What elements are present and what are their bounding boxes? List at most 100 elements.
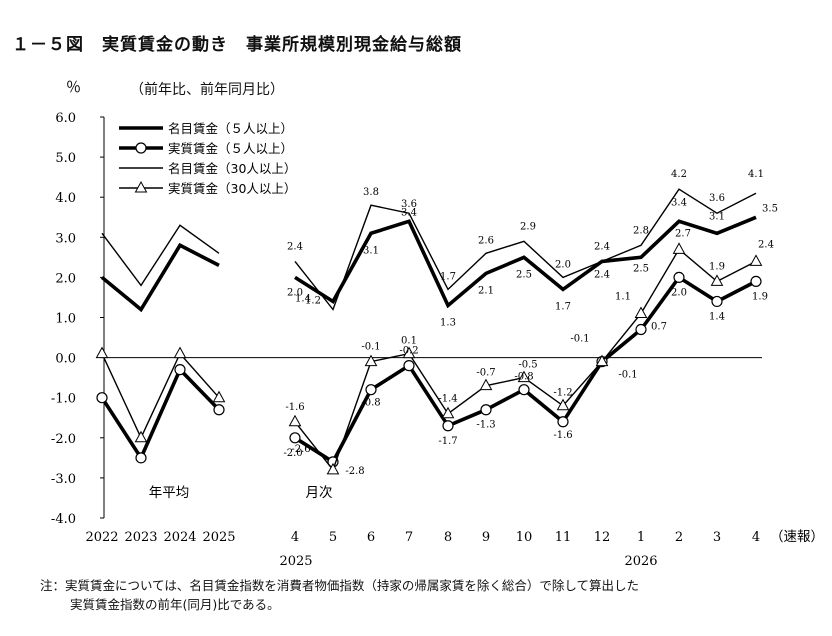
data-label: 1.4 (709, 311, 725, 322)
data-label: -0.5 (518, 360, 537, 371)
legend-marker (134, 180, 148, 193)
data-label: 2.0 (555, 259, 571, 270)
x-tick-label: 2023 (124, 530, 157, 545)
data-label: 3.6 (401, 199, 417, 210)
data-label: 2.1 (478, 285, 494, 296)
data-label: 2.8 (633, 225, 649, 236)
data-point (288, 414, 302, 427)
data-point (556, 398, 570, 411)
data-label: 4.1 (748, 169, 764, 180)
group-label: 年平均 (149, 485, 190, 501)
data-point (673, 271, 685, 283)
y-tick-label: 3.0 (55, 231, 76, 246)
data-label: -1.7 (438, 436, 457, 447)
data-label: -1.6 (285, 402, 304, 413)
data-label: 2.0 (671, 287, 687, 298)
data-point (212, 390, 226, 403)
series-line-annual (100, 242, 220, 313)
y-tick-label: 2.0 (55, 271, 76, 286)
x-tick-label: 2024 (163, 530, 196, 545)
x-tick-label: 3 (713, 530, 721, 545)
data-point (96, 392, 108, 404)
data-label: 0.7 (651, 322, 667, 333)
data-point (750, 275, 762, 288)
legend-label: 名目賃金（30人以上） (168, 161, 296, 176)
data-label: 1.4 (295, 293, 311, 304)
x-tick-label: 9 (482, 530, 490, 545)
data-label: 2.4 (287, 241, 303, 252)
data-label: 1.9 (752, 291, 768, 302)
data-point (95, 346, 109, 359)
footnote-line-2: 実質賃金指数の前年(同月)比である。 (70, 597, 280, 612)
data-point (479, 378, 493, 391)
series-line-annual (100, 366, 221, 462)
data-label: 2.0 (287, 287, 303, 298)
data-label: -0.8 (361, 398, 380, 409)
data-label: -0.8 (514, 372, 533, 383)
data-label: 0.1 (401, 336, 417, 347)
x-tick-label: 1 (637, 530, 645, 545)
y-tick-label: 1.0 (55, 312, 76, 327)
data-label: 2.4 (594, 269, 610, 280)
data-label: 2.4 (758, 239, 774, 250)
series-line-annual (101, 352, 220, 440)
footnote: 注：実質賃金については、名目賃金指数を消費者物価指数（持家の帰属家賃を除く総合）… (40, 576, 639, 614)
data-label: 3.4 (401, 207, 417, 218)
data-point (595, 354, 609, 367)
data-point (557, 416, 569, 428)
data-label: 2.5 (633, 263, 649, 274)
data-point (326, 462, 340, 475)
series-line-monthly (294, 188, 757, 311)
data-label: -0.7 (476, 368, 495, 379)
data-label: -2.6 (291, 444, 310, 455)
data-label: 3.4 (671, 197, 687, 208)
chart-subtitle: （前年比、前年同月比） (130, 82, 284, 98)
data-point (517, 370, 531, 383)
data-label: 1.7 (440, 271, 456, 282)
x-tick-label: 8 (444, 530, 452, 545)
data-label: 2.5 (516, 269, 532, 280)
x-tick-label: 10 (516, 530, 533, 545)
x-suffix-label: （速報） (770, 529, 824, 545)
footnote-line-1: 注：実質賃金については、名目賃金指数を消費者物価指数（持家の帰属家賃を除く総合）… (40, 578, 640, 593)
legend-label: 実質賃金（30人以上） (168, 181, 296, 196)
y-tick-label: -3.0 (51, 472, 76, 487)
data-point (135, 452, 147, 464)
y-tick-label: 0.0 (55, 352, 76, 367)
data-point (402, 346, 416, 359)
data-label: 3.5 (762, 203, 778, 214)
data-point (365, 384, 377, 396)
group-label: 月次 (306, 485, 333, 501)
data-label: -1.3 (476, 420, 495, 431)
y-tick-label: -1.0 (51, 392, 76, 407)
data-point (635, 323, 647, 336)
data-point (480, 404, 492, 416)
data-point (672, 242, 686, 254)
x-tick-label: 11 (555, 530, 572, 545)
data-point (711, 295, 723, 308)
data-label: 2.9 (520, 221, 536, 232)
data-label: -2.8 (345, 466, 364, 477)
series-line-monthly (294, 215, 757, 309)
data-label: 2.7 (675, 228, 691, 239)
data-label: -1.4 (438, 394, 457, 405)
x-tick-label: 2022 (85, 530, 118, 545)
y-tick-label: -2.0 (51, 432, 76, 447)
data-label: 1.3 (440, 317, 456, 328)
data-label: -0.2 (399, 346, 418, 357)
chart-title: １－５図 実質賃金の動き 事業所規模別現金給与総額 (12, 35, 462, 55)
data-point (442, 420, 454, 432)
year-label: 2025 (279, 554, 312, 569)
data-label: -0.1 (618, 370, 637, 381)
data-label: 3.6 (709, 193, 725, 204)
data-point (213, 404, 225, 416)
data-label: 2.6 (478, 235, 494, 246)
legend-label: 名目賃金（５人以上） (168, 121, 293, 136)
series-line-annual (101, 224, 220, 287)
data-point (403, 360, 415, 372)
data-label: 3.1 (363, 245, 379, 256)
data-point (289, 432, 301, 444)
data-point (710, 274, 724, 286)
data-label: -2.0 (283, 448, 302, 459)
y-tick-label: -4.0 (51, 512, 76, 527)
